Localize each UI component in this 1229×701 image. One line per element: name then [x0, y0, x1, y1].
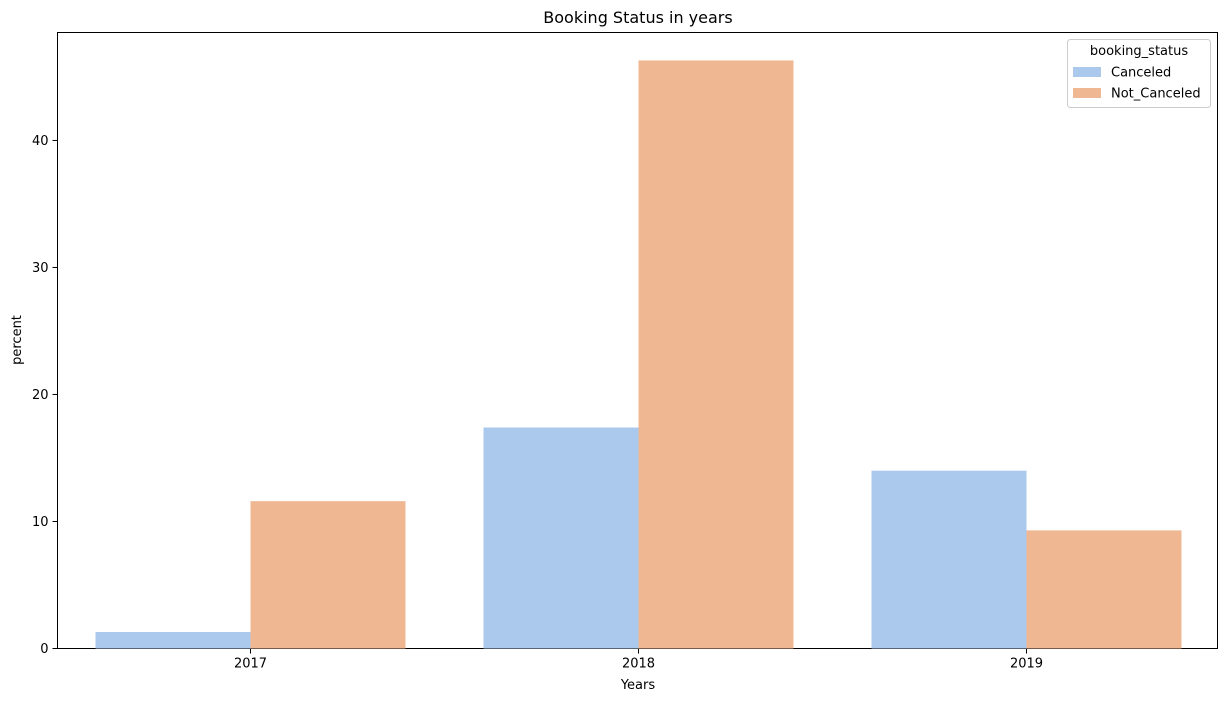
legend-box [1067, 39, 1211, 108]
legend-swatch-not-canceled [1073, 88, 1101, 98]
y-tick-label: 40 [32, 134, 49, 149]
x-tick-label: 2018 [622, 657, 655, 672]
y-axis-label: percent [10, 315, 25, 365]
chart-title: Booking Status in years [543, 8, 732, 27]
y-tick-label: 10 [32, 515, 49, 530]
x-axis: 2017 2018 2019 [234, 648, 1043, 672]
bars-group [95, 60, 1182, 649]
bar-canceled-2018 [483, 427, 639, 649]
x-tick-label: 2019 [1010, 657, 1043, 672]
y-tick-label: 30 [32, 261, 49, 276]
legend: booking_status Canceled Not_Canceled [1067, 39, 1211, 108]
x-tick-label: 2017 [234, 657, 267, 672]
y-tick-label: 20 [32, 388, 49, 403]
y-tick-label: 0 [40, 642, 48, 657]
legend-label-not-canceled: Not_Canceled [1111, 87, 1201, 102]
bar-canceled-2019 [871, 470, 1027, 649]
bar-not-canceled-2019 [1026, 530, 1182, 649]
legend-title: booking_status [1090, 44, 1188, 59]
x-axis-label: Years [620, 678, 656, 693]
legend-items: Canceled Not_Canceled [1073, 66, 1201, 102]
bar-not-canceled-2018 [638, 60, 794, 649]
legend-label-canceled: Canceled [1111, 66, 1171, 81]
bar-not-canceled-2017 [250, 501, 406, 649]
bar-canceled-2017 [95, 631, 251, 649]
legend-swatch-canceled [1073, 67, 1101, 77]
y-axis: 0 10 20 30 40 [32, 134, 58, 657]
